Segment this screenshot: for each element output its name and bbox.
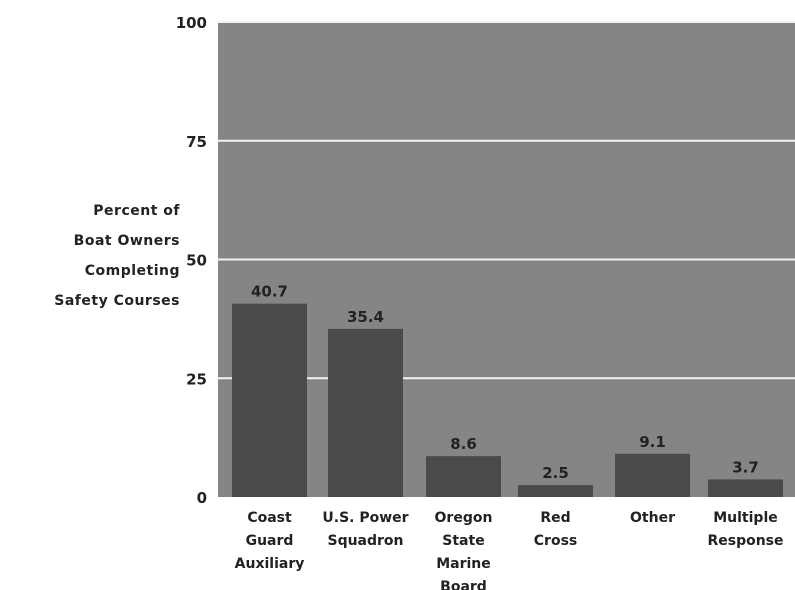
bar (708, 479, 783, 497)
y-tick-label: 100 (176, 14, 207, 32)
bar (232, 303, 307, 497)
x-tick-label: Auxiliary (235, 556, 305, 572)
y-tick-label: 50 (186, 252, 207, 270)
y-axis-title-line: Safety Courses (54, 293, 180, 309)
x-tick-label: Squadron (327, 533, 403, 549)
data-label: 3.7 (732, 458, 759, 476)
x-tick-label: Cross (534, 533, 577, 549)
bar (328, 328, 403, 497)
data-label: 2.5 (542, 464, 569, 482)
data-label: 8.6 (450, 435, 477, 453)
y-axis-title-line: Completing (84, 263, 180, 279)
y-axis-title: Percent of Boat Owners Completing Safety… (0, 196, 180, 316)
x-tick-label: Oregon (435, 510, 493, 526)
x-tick-label: Marine (436, 556, 491, 572)
x-tick-label: Other (630, 510, 675, 526)
bar (615, 453, 690, 497)
x-tick-label: Guard (246, 533, 294, 549)
data-label: 40.7 (251, 283, 288, 301)
x-tick-label: Multiple (713, 510, 778, 526)
x-tick-label: Coast (247, 510, 292, 526)
y-axis-title-line: Boat Owners (73, 233, 180, 249)
data-label: 35.4 (347, 308, 384, 326)
x-tick-label: Board (440, 579, 487, 590)
y-tick-label: 0 (197, 489, 207, 507)
y-axis-title-line: Percent of (93, 203, 180, 219)
x-tick-label: Red (540, 510, 570, 526)
x-tick-label: U.S. Power (322, 510, 408, 526)
data-label: 9.1 (639, 433, 666, 451)
y-tick-label: 75 (186, 133, 207, 151)
bar (426, 456, 501, 497)
x-tick-label: Response (707, 533, 783, 549)
y-tick-label: 25 (186, 370, 207, 388)
bar (518, 485, 593, 497)
x-tick-label: State (442, 533, 484, 549)
